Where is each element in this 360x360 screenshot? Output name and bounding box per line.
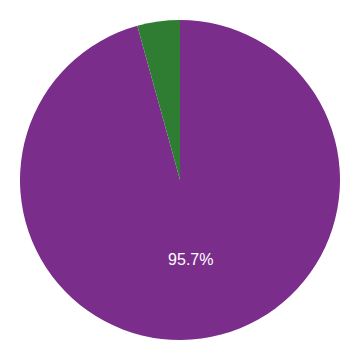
svg-text:95.7%: 95.7% [168,251,213,268]
